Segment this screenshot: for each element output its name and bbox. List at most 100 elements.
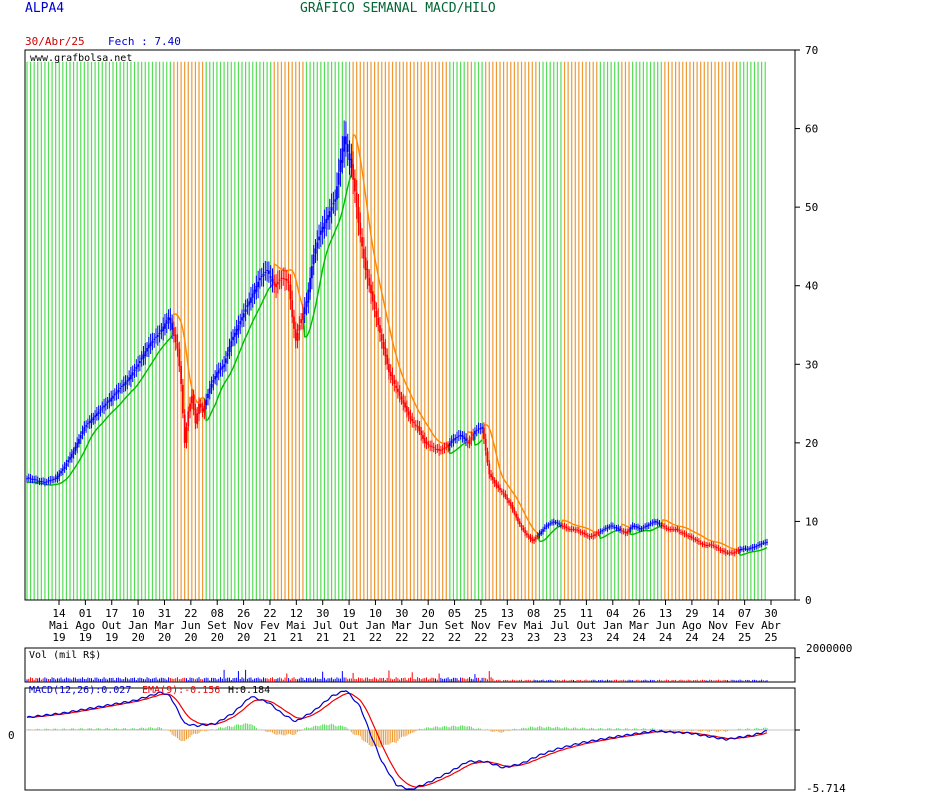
- candle-body: [414, 424, 417, 426]
- close-price-label: Fech : 7.40: [108, 35, 181, 48]
- candle-body: [436, 449, 439, 451]
- candle-body: [194, 408, 197, 424]
- candle-body: [724, 551, 727, 553]
- hilo-line: [203, 284, 273, 422]
- candle-body: [92, 417, 95, 421]
- candle-body: [536, 535, 539, 538]
- candle-body: [284, 278, 286, 280]
- candle-body: [413, 421, 415, 424]
- candle-body: [165, 320, 168, 324]
- candle-body: [138, 361, 141, 364]
- candle-body: [689, 535, 691, 538]
- date-tick-label: 30: [316, 607, 329, 620]
- candle-body: [457, 435, 460, 437]
- candle-body: [744, 548, 747, 550]
- signal-line: [26, 692, 768, 788]
- date-tick-label: 17: [105, 607, 118, 620]
- date-tick-label: 08: [211, 607, 224, 620]
- candle-body: [452, 438, 455, 441]
- candle-body: [431, 445, 433, 447]
- candle-body: [427, 444, 430, 446]
- candle-body: [746, 548, 749, 550]
- chart-title: GRÁFICO SEMANAL MACD/HILO: [300, 1, 496, 16]
- date-tick-label: 24: [633, 631, 647, 644]
- candle-body: [241, 317, 243, 321]
- candle-body: [434, 448, 437, 450]
- candle-body: [35, 479, 37, 481]
- candle-body: [422, 435, 424, 439]
- date-tick-label: Mai: [524, 619, 544, 632]
- macd-min-tick: -5.714: [806, 782, 846, 795]
- candle-body: [705, 545, 707, 546]
- hilo-line: [560, 519, 599, 533]
- candle-body: [81, 431, 84, 435]
- price-tick-label: 60: [805, 123, 818, 136]
- candle-body: [210, 383, 213, 388]
- candle-body: [155, 336, 157, 338]
- candle-body: [405, 406, 408, 412]
- candle-body: [658, 523, 661, 525]
- date-tick-label: 24: [712, 631, 726, 644]
- candle-body: [680, 531, 682, 533]
- date-tick-label: Jun: [181, 619, 201, 632]
- candle-body: [115, 391, 118, 394]
- date-tick-label: Jan: [603, 619, 623, 632]
- candle-body: [348, 153, 351, 160]
- candle-body: [441, 448, 444, 450]
- candle-body: [619, 529, 621, 531]
- candle-body: [126, 380, 129, 382]
- candle-body: [556, 522, 559, 524]
- date-tick-label: 23: [527, 631, 540, 644]
- date-tick-label: 23: [580, 631, 593, 644]
- candle-body: [606, 527, 609, 529]
- date-tick-label: 21: [263, 631, 276, 644]
- candle-body: [468, 439, 471, 445]
- candle-body: [239, 321, 242, 325]
- date-tick-label: Out: [102, 619, 122, 632]
- candle-body: [293, 316, 295, 329]
- candle-body: [359, 222, 362, 235]
- candle-body: [483, 427, 485, 439]
- candle-body: [701, 543, 704, 545]
- candle-body: [67, 460, 70, 463]
- candle-body: [357, 207, 360, 223]
- candle-body: [330, 207, 333, 211]
- candle-body: [214, 376, 217, 380]
- candle-body: [585, 533, 587, 536]
- candle-body: [302, 313, 304, 320]
- candle-body: [540, 531, 543, 534]
- candle-body: [665, 527, 668, 529]
- date-tick-label: 19: [79, 631, 92, 644]
- date-tick-label: 19: [105, 631, 118, 644]
- candle-body: [481, 427, 484, 429]
- candle-body: [298, 325, 301, 331]
- date-tick-label: Jul: [313, 619, 333, 632]
- candle-body: [373, 300, 376, 310]
- ema-label: EMA(9):-0.156: [142, 685, 220, 696]
- candle-body: [696, 539, 699, 542]
- candle-body: [398, 391, 401, 396]
- candle-body: [655, 521, 657, 523]
- macd-zero-tick: 0: [8, 729, 15, 742]
- candle-body: [237, 325, 240, 331]
- candle-body: [291, 300, 294, 318]
- candle-body: [538, 533, 541, 536]
- candle-body: [128, 377, 131, 381]
- candle-body: [651, 522, 654, 524]
- date-tick-label: 25: [738, 631, 751, 644]
- date-tick-label: Out: [576, 619, 596, 632]
- candle-body: [101, 407, 104, 409]
- candle-body: [38, 480, 41, 482]
- date-tick-label: Fev: [735, 619, 755, 632]
- candle-body: [447, 444, 449, 448]
- candle-body: [592, 535, 595, 537]
- candle-body: [336, 186, 338, 200]
- candle-body: [515, 513, 518, 518]
- date-tick-label: 14: [52, 607, 66, 620]
- candle-body: [465, 438, 467, 441]
- date-tick-label: 25: [764, 631, 777, 644]
- candle-body: [640, 528, 643, 530]
- candle-body: [624, 531, 627, 534]
- candle-body: [171, 323, 174, 330]
- candle-body: [90, 419, 93, 423]
